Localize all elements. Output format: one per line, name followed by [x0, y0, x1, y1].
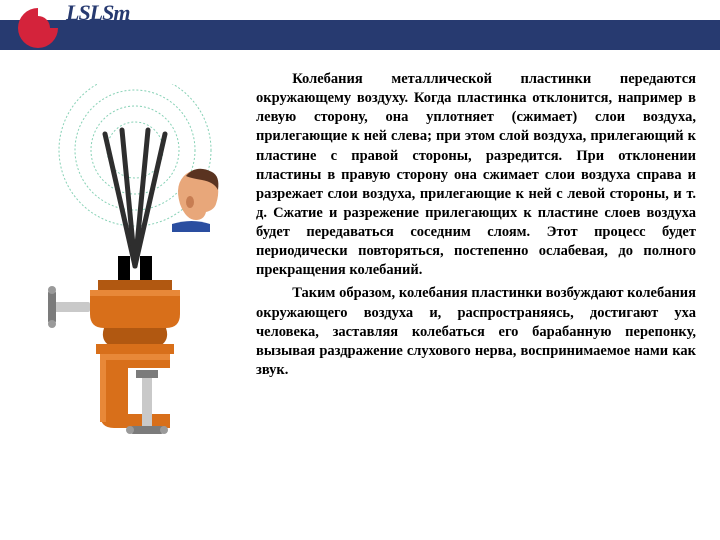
- header: LSLSm: [0, 0, 720, 58]
- paragraph-2: Таким образом, колебания пластинки возбу…: [256, 284, 696, 380]
- head-icon: [172, 169, 218, 232]
- body-text: Колебания металлической пластинки переда…: [256, 70, 696, 384]
- logo-text: LSLSm: [66, 0, 129, 26]
- logo-icon: [14, 4, 62, 52]
- paragraph-1: Колебания металлической пластинки переда…: [256, 70, 696, 280]
- clamp-figure: [30, 84, 240, 514]
- clamp-svg: [30, 84, 240, 454]
